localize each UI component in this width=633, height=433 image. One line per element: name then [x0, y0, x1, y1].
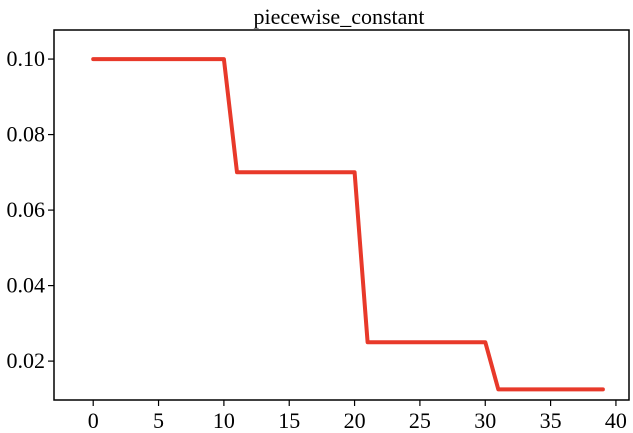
y-tick-label: 0.10	[7, 46, 46, 71]
y-tick-label: 0.08	[7, 122, 46, 147]
x-tick-label: 5	[153, 408, 164, 433]
x-tick-label: 35	[540, 408, 562, 433]
x-tick-label: 20	[344, 408, 366, 433]
x-axis: 0 5 10 15 20 25 30 35 40	[88, 400, 627, 433]
plot-area-frame	[53, 29, 630, 401]
y-axis: 0.02 0.04 0.06 0.08 0.10	[7, 46, 54, 373]
x-tick-label: 30	[474, 408, 496, 433]
x-tick-label: 0	[88, 408, 99, 433]
x-tick-label: 10	[213, 408, 235, 433]
y-tick-label: 0.02	[7, 348, 46, 373]
x-tick-label: 25	[409, 408, 431, 433]
x-tick-label: 15	[278, 408, 300, 433]
series-line	[91, 57, 605, 392]
y-tick-label: 0.04	[7, 273, 46, 298]
x-tick-label: 40	[605, 408, 627, 433]
chart-title: piecewise_constant	[253, 4, 424, 29]
series-layer	[91, 57, 605, 392]
y-tick-label: 0.06	[7, 197, 46, 222]
